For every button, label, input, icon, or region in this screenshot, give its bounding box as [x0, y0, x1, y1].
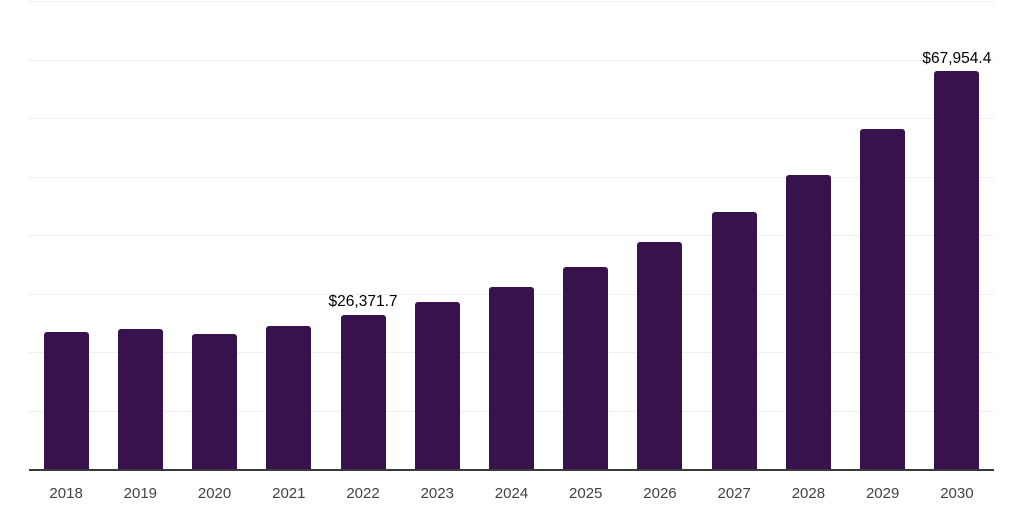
- bar-2019[interactable]: [117, 328, 163, 469]
- gridline-80000: [29, 1, 994, 2]
- value-label-2030: $67,954.4: [922, 49, 992, 67]
- x-tick-label-2023: 2023: [420, 485, 454, 502]
- bar-2027[interactable]: [711, 211, 757, 469]
- gridline-60000: [29, 118, 994, 119]
- x-tick-label-2021: 2021: [272, 485, 306, 502]
- bar-2024[interactable]: [489, 286, 534, 469]
- x-tick-label-2025: 2025: [569, 485, 603, 502]
- x-tick-label-2029: 2029: [865, 485, 900, 502]
- bar-2021[interactable]: [266, 325, 312, 469]
- bar-2018[interactable]: [43, 331, 89, 469]
- bar-2029[interactable]: [860, 129, 906, 469]
- bar-2028[interactable]: [785, 175, 831, 469]
- gridline-70000: [29, 59, 994, 61]
- bar-2020[interactable]: [192, 333, 238, 469]
- bar-2030[interactable]: [934, 71, 980, 469]
- x-tick-label-2024: 2024: [494, 485, 529, 502]
- plot-area: $26,371.7 $67,954.4: [29, 1, 994, 471]
- x-tick-label-2027: 2027: [717, 485, 751, 502]
- x-tick-label-2022: 2022: [346, 485, 380, 502]
- x-tick-label-2028: 2028: [791, 485, 826, 502]
- value-label-2022: $26,371.7: [328, 293, 398, 311]
- gridline-40000: [29, 235, 994, 236]
- bar-2023[interactable]: [414, 302, 460, 469]
- bar-2025[interactable]: [563, 266, 609, 469]
- x-tick-label-2026: 2026: [643, 485, 677, 502]
- x-axis: 2018 2019 2020 2021 2022 2023 2024 2025 2026 2027…: [29, 484, 994, 506]
- x-tick-label-2020: 2020: [197, 485, 232, 502]
- x-tick-label-2030: 2030: [940, 485, 974, 502]
- x-tick-label-2018: 2018: [49, 485, 83, 502]
- bar-2022[interactable]: [340, 314, 386, 469]
- x-tick-label-2019: 2019: [123, 485, 158, 502]
- bar-2026[interactable]: [637, 242, 683, 469]
- gridline-50000: [29, 176, 994, 178]
